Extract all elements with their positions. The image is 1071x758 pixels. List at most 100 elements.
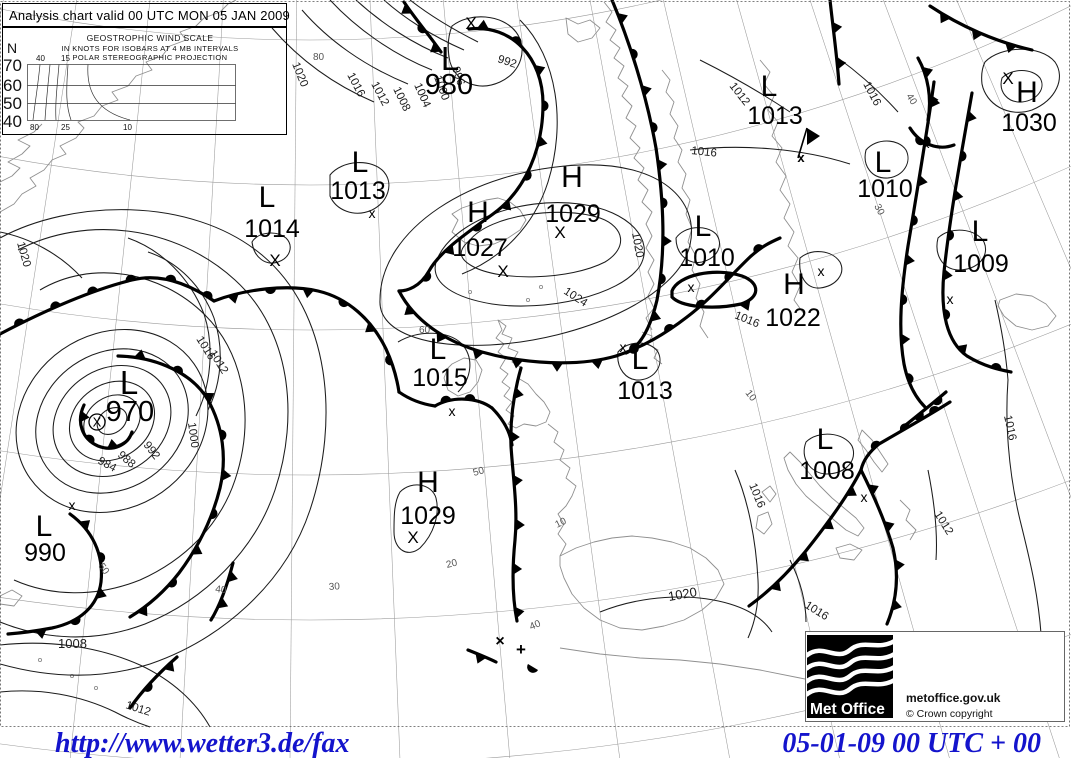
warm-front-semicircle [338, 298, 349, 308]
cold-front-triangle [917, 174, 928, 187]
cold-front-triangle [966, 110, 977, 123]
front-line [670, 270, 758, 309]
isobar-value-label: 1020 [667, 584, 698, 604]
cold-front-triangle [770, 580, 781, 592]
wind-scale-curve [87, 64, 131, 121]
chart-datetime: 05-01-09 00 UTC + 00 [782, 728, 1041, 758]
isobar [936, 229, 986, 271]
pressure-center-marker: X [93, 415, 102, 430]
pressure-value: 1010 [679, 244, 735, 272]
title-box: Analysis chart valid 00 UTC MON 05 JAN 2… [2, 3, 290, 27]
isobar [0, 209, 327, 676]
cold-front-triangle [133, 349, 146, 360]
coastline [835, 543, 863, 561]
pressure-center-marker: x [449, 403, 456, 419]
isobar [147, 251, 221, 411]
isobar [699, 59, 791, 113]
isobar [329, 162, 390, 214]
warm-front-semicircle [165, 274, 177, 282]
wind-scale-title: GEOSTROPHIC WIND SCALE [87, 33, 214, 43]
metoffice-waves-icon [807, 639, 893, 697]
meridian-line [736, 0, 950, 758]
wind-scale-curve [32, 64, 41, 121]
pressure-value: 980 [425, 69, 473, 101]
coastline [755, 511, 773, 535]
warm-front-semicircle [511, 36, 522, 46]
pressure-center-marker: X [554, 223, 565, 242]
cold-front-triangle [80, 410, 90, 423]
warm-front-semicircle [172, 365, 183, 374]
low-pressure-letter: L [817, 423, 834, 456]
warm-front-semicircle [990, 363, 1002, 371]
cold-front-triangle [846, 485, 857, 497]
warm-front-semicircle [630, 48, 638, 60]
pressure-value: 990 [24, 539, 66, 567]
pressure-center-marker: X [269, 251, 280, 270]
warm-front-semicircle [125, 274, 137, 282]
meridian-line [289, 0, 297, 758]
meridian-line [179, 0, 224, 758]
cold-front-triangle [217, 597, 229, 609]
isobar [127, 237, 211, 417]
front-line [397, 390, 437, 408]
isobar [447, 16, 523, 87]
title-box-frame [2, 3, 287, 27]
isobar [461, 19, 558, 275]
warm-front-semicircle [422, 271, 432, 282]
pressure-value: 1015 [412, 364, 468, 392]
wind-scale-top-tick: 15 [61, 54, 70, 63]
pressure-value: 1014 [244, 215, 300, 243]
warm-front-semicircle [542, 100, 549, 112]
front-fragment [527, 664, 538, 673]
isobar [599, 596, 773, 633]
isobar [301, 9, 409, 85]
warm-front-semicircle [87, 286, 99, 294]
isobar [799, 251, 843, 289]
cold-front-triangle [798, 550, 809, 562]
coastline [0, 0, 237, 213]
warm-front-semicircle [167, 577, 178, 588]
cold-front-triangle [971, 29, 983, 41]
cold-front-triangle [956, 344, 968, 355]
warm-front-semicircle [202, 290, 213, 300]
island [538, 284, 544, 290]
cold-front-triangle [500, 199, 512, 211]
cold-front-triangle [203, 392, 215, 404]
wind-scale-curve [44, 64, 51, 121]
low-pressure-letter: L [695, 210, 712, 243]
isobar [689, 146, 851, 165]
coastline [547, 423, 577, 557]
isobar [675, 227, 720, 264]
weather-fronts [0, 0, 1034, 710]
cold-front-triangle [302, 288, 315, 299]
latitude-longitude-label: 30 [871, 202, 886, 217]
isobar-ring [35, 348, 189, 494]
pressure-value: 1027 [452, 234, 508, 262]
pressure-value: 970 [106, 396, 154, 428]
cold-front-triangle [940, 12, 951, 24]
meridian-line [809, 0, 1060, 758]
low-pressure-letter: L [441, 40, 459, 77]
warm-front-semicircle [417, 23, 427, 34]
front-line [209, 561, 235, 622]
pressure-value: 1009 [953, 250, 1009, 278]
island [93, 685, 99, 691]
cold-front-triangle [1005, 42, 1017, 54]
isobar [393, 484, 438, 553]
pressure-value: 1029 [545, 200, 601, 228]
isobar-value-label: 1008 [58, 636, 87, 651]
meridian-line [589, 0, 730, 758]
high-pressure-letter: H [467, 196, 489, 229]
pressure-center-marker: x [923, 135, 930, 151]
cold-front-triangle [401, 3, 413, 14]
latitude-longitude-label: 50 [472, 465, 486, 479]
meridian-line [369, 0, 401, 758]
coastline [0, 589, 23, 607]
pressure-value: 1013 [330, 177, 386, 205]
isobars [0, 0, 1060, 728]
wind-scale-top-tick: 40 [36, 54, 45, 63]
cold-front-triangle [868, 484, 879, 496]
wind-scale-bottom-tick: 80 [30, 123, 39, 132]
meridian-line [663, 0, 840, 758]
wetter3-url-link[interactable]: http://www.wetter3.de/fax [55, 728, 350, 758]
